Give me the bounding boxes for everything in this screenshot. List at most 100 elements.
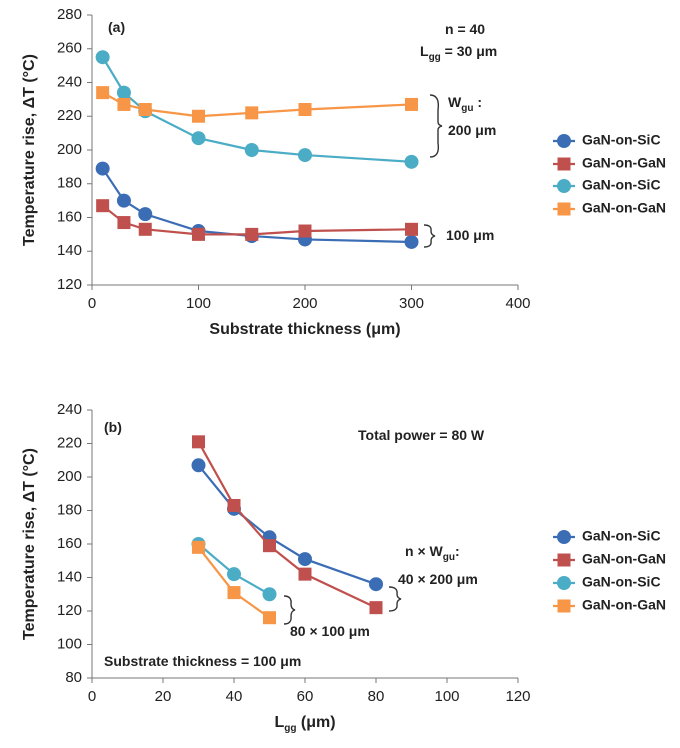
y-tick-label: 200	[57, 141, 82, 158]
text-part: = 30 μm	[441, 43, 497, 59]
x-tick-label: 40	[226, 688, 243, 705]
brace	[283, 595, 296, 625]
text-part: L	[420, 43, 429, 59]
data-point	[95, 161, 110, 176]
legend-marker	[557, 553, 571, 567]
legend-marker	[557, 202, 571, 216]
legend-label: GaN-on-GaN	[582, 597, 666, 613]
legend-label: GaN-on-GaN	[582, 200, 666, 216]
text-part: :	[473, 94, 482, 110]
data-point	[191, 458, 206, 473]
data-point	[298, 224, 312, 238]
data-point	[298, 552, 312, 567]
legend-label: GaN-on-SiC	[582, 574, 661, 590]
legend-label: GaN-on-SiC	[582, 177, 661, 193]
annotation: Wgu :	[448, 94, 482, 114]
y-tick-label: 260	[57, 40, 82, 57]
x-tick-label: 300	[399, 295, 424, 312]
data-point	[116, 193, 131, 208]
x-tick-label: 100	[434, 688, 459, 705]
y-tick-label: 240	[57, 73, 82, 90]
data-point	[263, 539, 276, 553]
legend-marker	[557, 134, 571, 148]
data-point	[405, 97, 418, 111]
text-part: Total power = 80 W	[358, 427, 485, 443]
data-point	[192, 109, 205, 123]
data-point	[263, 611, 276, 625]
text-part: Substrate thickness = 100 μm	[104, 653, 301, 669]
data-point	[245, 227, 259, 241]
text-part: 80 × 100 μm	[290, 623, 370, 639]
text-part: L	[274, 714, 284, 731]
annotation: 80 × 100 μm	[290, 623, 370, 639]
y-tick-label: 240	[57, 401, 82, 418]
annotation: Substrate thickness = 100 μm	[104, 653, 301, 669]
y-axis-label: Temperature rise, ΔT (°C)	[21, 448, 38, 640]
data-point	[369, 601, 383, 615]
text-part: (b)	[104, 419, 122, 435]
annotation: 40 × 200 μm	[398, 571, 478, 587]
text-part: n = 40	[445, 21, 485, 37]
text-part: :	[455, 543, 460, 559]
data-point	[404, 234, 419, 249]
annotation: (a)	[108, 19, 125, 35]
y-tick-label: 160	[57, 208, 82, 225]
data-point	[192, 540, 205, 554]
text-part: 200 μm	[448, 122, 496, 138]
data-point	[227, 586, 241, 600]
brace	[429, 94, 443, 158]
data-point	[298, 148, 312, 163]
x-tick-label: 0	[88, 295, 96, 312]
legend-marker	[557, 530, 571, 544]
x-tick-label: 80	[368, 688, 385, 705]
x-axis-label: Lgg (μm)	[274, 714, 335, 733]
data-point	[404, 154, 419, 169]
y-tick-label: 140	[57, 568, 82, 585]
data-point	[227, 498, 241, 512]
legend-marker	[557, 179, 571, 193]
y-tick-label: 80	[65, 669, 82, 686]
text-part: (a)	[108, 19, 125, 35]
brace	[423, 224, 436, 248]
y-tick-label: 140	[57, 242, 82, 259]
legend-label: GaN-on-GaN	[582, 155, 666, 171]
data-point	[95, 50, 110, 65]
data-point	[138, 222, 152, 236]
text-part: 40 × 200 μm	[398, 571, 478, 587]
data-point	[138, 103, 152, 116]
annotation: Total power = 80 W	[358, 427, 485, 443]
legend-marker	[557, 157, 571, 171]
x-tick-label: 100	[186, 295, 211, 312]
text-part: 100 μm	[446, 227, 494, 243]
x-tick-label: 20	[155, 688, 172, 705]
legend-label: GaN-on-SiC	[582, 132, 661, 148]
x-axis-label: Substrate thickness (μm)	[209, 321, 400, 338]
data-point	[262, 587, 277, 602]
y-tick-label: 200	[57, 468, 82, 485]
y-tick-label: 220	[57, 107, 82, 124]
data-point	[116, 85, 131, 100]
text-part: (μm)	[296, 714, 335, 731]
y-tick-label: 160	[57, 535, 82, 552]
text-part: n × W	[405, 543, 444, 559]
data-point	[244, 143, 259, 157]
data-point	[138, 207, 153, 222]
legend-marker	[557, 599, 571, 613]
data-point	[405, 222, 418, 236]
x-tick-label: 60	[297, 688, 314, 705]
data-point	[298, 103, 312, 116]
x-tick-label: 200	[292, 295, 317, 312]
y-tick-label: 180	[57, 501, 82, 518]
legend-marker	[557, 576, 571, 590]
data-point	[117, 216, 131, 230]
brace	[388, 586, 402, 612]
y-tick-label: 180	[57, 175, 82, 192]
text-part: gu	[443, 552, 455, 563]
data-point	[191, 131, 206, 146]
data-point	[96, 199, 110, 213]
y-axis-label: Temperature rise, ΔT (°C)	[21, 54, 38, 246]
data-point	[192, 435, 205, 449]
y-tick-label: 120	[57, 276, 82, 293]
text-part: gg	[284, 723, 296, 734]
y-tick-label: 100	[57, 635, 82, 652]
